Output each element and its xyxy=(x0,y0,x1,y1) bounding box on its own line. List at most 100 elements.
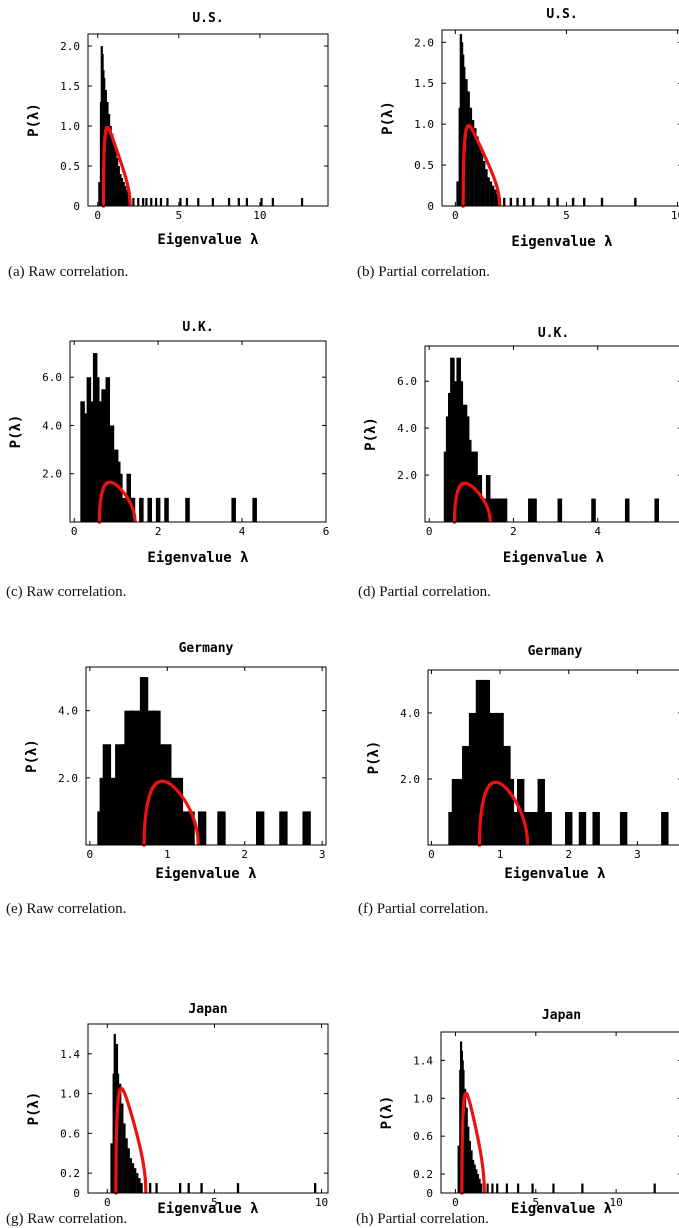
histogram-bar xyxy=(178,1183,182,1193)
x-tick-label: 5 xyxy=(563,209,570,222)
panel-title: U.S. xyxy=(546,7,577,22)
histogram-bar xyxy=(107,114,111,206)
histogram-bar xyxy=(571,197,575,206)
theory-point xyxy=(461,1108,466,1112)
histogram-bar xyxy=(111,134,114,206)
x-tick-label: 2 xyxy=(155,525,162,538)
theory-point xyxy=(479,813,483,818)
histogram-bar xyxy=(166,198,169,206)
histogram-bar xyxy=(187,1183,190,1193)
panel-title: Germany xyxy=(528,644,583,659)
histogram-bar xyxy=(552,1183,555,1193)
x-tick-label: 0 xyxy=(428,848,435,861)
histogram-bar xyxy=(502,498,508,522)
histogram-bar xyxy=(485,475,491,522)
histogram-bar xyxy=(523,811,532,845)
theory-point xyxy=(147,795,151,800)
y-tick-label: 2.0 xyxy=(414,36,434,49)
histogram-bar xyxy=(119,174,122,206)
histogram-bar xyxy=(132,198,135,206)
histogram-bar xyxy=(125,190,129,206)
theory-point xyxy=(102,148,107,152)
histogram-bar xyxy=(600,197,604,206)
theory-point xyxy=(115,1104,120,1108)
x-tick-label: 10 xyxy=(315,1196,328,1209)
x-tick-label: 3 xyxy=(634,848,641,861)
x-tick-label: 10 xyxy=(253,209,266,222)
histogram-bar xyxy=(178,811,187,845)
histogram-bar xyxy=(467,1126,470,1193)
x-tick-label: 1 xyxy=(497,848,504,861)
histogram-bar xyxy=(537,778,545,845)
histogram-bar xyxy=(456,181,459,206)
y-axis-label: P(λ) xyxy=(366,741,382,775)
y-axis-label: P(λ) xyxy=(24,739,40,773)
panel-title: U.K. xyxy=(182,320,213,335)
histogram-bar xyxy=(477,475,483,522)
histogram-bar xyxy=(480,152,484,206)
histogram-bar xyxy=(125,1138,128,1193)
histogram-bar xyxy=(464,1088,467,1193)
y-tick-label: 2.0 xyxy=(58,772,78,785)
y-tick-label: 1.5 xyxy=(60,80,80,93)
x-axis-label: Eigenvalue λ xyxy=(503,550,604,566)
histogram-bar xyxy=(503,197,506,206)
histogram-bar xyxy=(470,1150,473,1193)
y-axis-label: P(λ) xyxy=(26,1092,42,1126)
theory-point xyxy=(150,787,154,791)
panel-caption: (d) Partial correlation. xyxy=(358,584,491,600)
histogram-bar xyxy=(98,182,101,206)
panel-e: Germany 0 1 2 3 2.0 4.0 Eigenvalue λ P(λ) (e) Raw… xyxy=(6,641,327,917)
histogram-bar xyxy=(271,198,274,206)
histogram-bar xyxy=(159,198,163,206)
plot-frame xyxy=(440,1031,679,1194)
histogram-bar xyxy=(185,198,189,206)
x-axis-label: Eigenvalue λ xyxy=(157,232,258,248)
histogram-bar xyxy=(120,178,124,206)
y-tick-label: 4.0 xyxy=(400,707,420,720)
panel-g: Japan 0 5 10 0 0.2 0.6 1.0 1.4 Eigenvalue λ P(λ) (g… xyxy=(6,1002,329,1227)
histogram-bar xyxy=(578,811,587,845)
y-axis-label: P(λ) xyxy=(363,417,379,451)
histogram-bar xyxy=(471,120,475,206)
histogram-bar xyxy=(127,1148,130,1193)
histogram-bar xyxy=(505,1183,508,1193)
histogram-bar xyxy=(197,811,207,845)
panel-caption: (a) Raw correlation. xyxy=(8,264,128,280)
y-tick-label: 4.0 xyxy=(42,419,62,432)
histogram-bar xyxy=(473,1164,476,1193)
y-tick-label: 2.0 xyxy=(400,773,420,786)
histogram-bar xyxy=(245,198,249,206)
x-axis-label: Eigenvalue λ xyxy=(504,866,605,882)
histogram-bar xyxy=(583,197,586,206)
x-tick-label: 4 xyxy=(239,525,246,538)
y-tick-label: 0 xyxy=(73,200,80,213)
theory-point xyxy=(482,796,486,801)
panel-caption: (e) Raw correlation. xyxy=(6,901,126,917)
y-tick-label: 0.6 xyxy=(60,1127,80,1140)
histogram-bar xyxy=(117,166,120,206)
theory-point xyxy=(480,803,485,808)
x-tick-label: 10 xyxy=(671,209,679,222)
y-tick-label: 1.5 xyxy=(414,77,434,90)
histogram-bar xyxy=(634,197,637,206)
histogram-bar xyxy=(145,198,148,206)
x-axis-label: Eigenvalue λ xyxy=(157,1201,258,1217)
panel-h: Japan 0 5 10 0 0.2 0.6 1.0 1.4 Eigenvalue λ P(λ) (h… xyxy=(356,1008,679,1227)
theory-point xyxy=(489,782,493,786)
histogram-bar xyxy=(118,473,123,522)
theory-point xyxy=(465,1093,470,1097)
y-tick-label: 1.4 xyxy=(60,1048,80,1061)
histogram-bar xyxy=(114,150,117,206)
histogram-bar xyxy=(256,811,265,845)
y-tick-label: 1.0 xyxy=(413,1092,433,1105)
y-tick-label: 4.0 xyxy=(397,422,417,435)
histogram-bar xyxy=(531,197,535,206)
histogram-bar xyxy=(140,1183,143,1193)
x-tick-label: 0 xyxy=(426,525,433,538)
histogram-bar xyxy=(147,497,152,522)
theory-point xyxy=(463,133,468,137)
y-tick-label: 1.4 xyxy=(413,1054,433,1067)
y-axis-label: P(λ) xyxy=(380,101,396,135)
